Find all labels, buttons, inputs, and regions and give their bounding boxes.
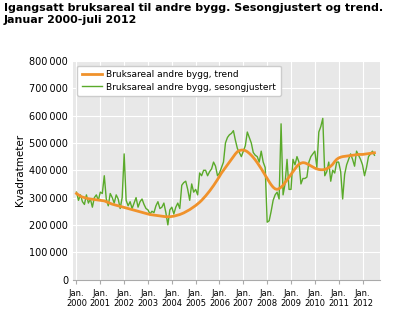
Bruksareal andre bygg, sesongjustert	[74, 190, 79, 194]
Bruksareal andre bygg, trend	[164, 215, 168, 219]
Bruksareal andre bygg, trend	[181, 211, 186, 215]
Legend: Bruksareal andre bygg, trend, Bruksareal andre bygg, sesongjustert: Bruksareal andre bygg, trend, Bruksareal…	[77, 66, 281, 96]
Bruksareal andre bygg, trend	[372, 151, 377, 155]
Bruksareal andre bygg, sesongjustert	[370, 149, 375, 153]
Line: Bruksareal andre bygg, trend: Bruksareal andre bygg, trend	[77, 150, 374, 217]
Bruksareal andre bygg, sesongjustert	[285, 157, 290, 161]
Bruksareal andre bygg, trend	[221, 168, 226, 172]
Bruksareal andre bygg, sesongjustert	[320, 116, 325, 120]
Bruksareal andre bygg, trend	[370, 151, 375, 155]
Bruksareal andre bygg, sesongjustert	[181, 181, 186, 184]
Text: Igangsatt bruksareal til andre bygg. Sesongjustert og trend.
Januar 2000-juli 20: Igangsatt bruksareal til andre bygg. Ses…	[4, 3, 383, 25]
Bruksareal andre bygg, sesongjustert	[265, 220, 269, 224]
Bruksareal andre bygg, trend	[74, 192, 79, 195]
Bruksareal andre bygg, sesongjustert	[372, 153, 377, 157]
Bruksareal andre bygg, sesongjustert	[257, 160, 261, 164]
Bruksareal andre bygg, sesongjustert	[221, 160, 226, 164]
Line: Bruksareal andre bygg, sesongjustert: Bruksareal andre bygg, sesongjustert	[77, 118, 374, 225]
Bruksareal andre bygg, trend	[267, 180, 271, 184]
Bruksareal andre bygg, sesongjustert	[166, 223, 170, 227]
Y-axis label: Kvadratmeter: Kvadratmeter	[15, 134, 25, 206]
Bruksareal andre bygg, trend	[259, 167, 263, 171]
Bruksareal andre bygg, trend	[239, 148, 244, 152]
Bruksareal andre bygg, trend	[287, 175, 292, 179]
